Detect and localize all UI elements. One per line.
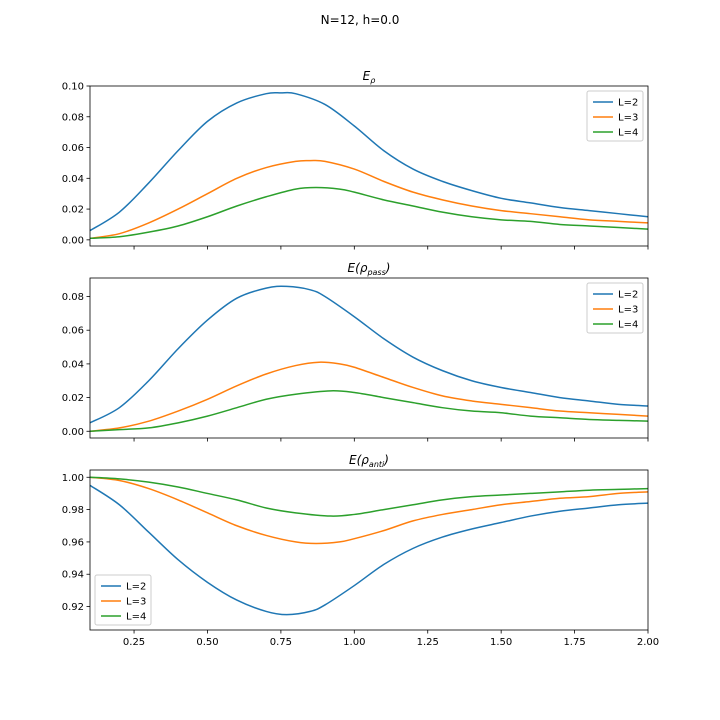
legend-label-L2: L=2 [618, 290, 638, 301]
y-tick-label: 0.00 [62, 427, 84, 438]
chart-panel-1: 0.00 0.02 0.04 0.06 0.08 0.10 Eρ L=2 L=3 L=4 [62, 69, 649, 250]
chart-panel-2: 0.00 0.02 0.04 0.06 0.08 E(ρpass) L=2 L=3 L=4 [62, 261, 649, 442]
chart-panel-3: 0.25 0.50 0.75 1.00 1.25 1.50 1.75 2.00 0.92 0.94… [62, 453, 659, 648]
axes-frame-panel-2 [89, 277, 649, 439]
y-tick-label: 0.08 [62, 112, 84, 123]
panel-title-3: E(ρanti) [349, 453, 389, 469]
y-tick-label: 0.92 [62, 602, 84, 613]
series-line-L3-panel-1 [89, 159, 649, 240]
series-line-L2-panel-1 [89, 91, 649, 232]
legend-label-L4: L=4 [618, 320, 638, 331]
x-tick-label: 0.50 [196, 637, 218, 648]
y-tick-label: 0.10 [62, 82, 84, 93]
axes-frame-panel-1 [89, 85, 649, 247]
legend-box [586, 282, 644, 334]
x-tick-label: 1.25 [417, 637, 439, 648]
x-tick-label: 0.25 [123, 637, 145, 648]
x-tick-label: 1.50 [490, 637, 512, 648]
series-line-L4-panel-2 [89, 390, 649, 433]
legend-label-L3: L=3 [618, 113, 638, 124]
x-tick-label: 2.00 [637, 637, 659, 648]
y-tick-label: 0.04 [62, 174, 84, 185]
legend-label-L3: L=3 [126, 597, 146, 608]
y-tick-label: 0.08 [62, 292, 84, 303]
legend-panel-1: L=2 L=3 L=4 [586, 90, 644, 142]
legend-panel-3: L=2 L=3 L=4 [94, 574, 152, 626]
y-tick-label: 0.96 [62, 537, 84, 548]
y-tick-label: 1.00 [62, 473, 84, 484]
legend-label-L4: L=4 [618, 128, 638, 139]
series-line-L3-panel-3 [89, 476, 649, 545]
axes-frame-panel-3 [89, 469, 649, 631]
y-tick-label: 0.02 [62, 205, 84, 216]
series-line-L2-panel-2 [89, 285, 649, 424]
y-tick-label: 0.00 [62, 235, 84, 246]
legend-label-L2: L=2 [126, 582, 146, 593]
y-tick-label: 0.98 [62, 505, 84, 516]
panel-title-2: E(ρpass) [348, 261, 391, 277]
series-line-L3-panel-2 [89, 361, 649, 433]
y-tick-label: 0.06 [62, 143, 84, 154]
y-tick-label: 0.94 [62, 570, 84, 581]
panel-title-1: Eρ [363, 69, 376, 85]
y-tick-label: 0.06 [62, 326, 84, 337]
x-tick-label: 1.00 [343, 637, 365, 648]
series-line-L4-panel-3 [89, 476, 649, 517]
y-tick-label: 0.02 [62, 393, 84, 404]
x-tick-label: 0.75 [270, 637, 292, 648]
legend-box [94, 574, 152, 626]
series-line-L2-panel-3 [89, 484, 649, 616]
legend-label-L4: L=4 [126, 612, 146, 623]
legend-panel-2: L=2 L=3 L=4 [586, 282, 644, 334]
y-tick-label: 0.04 [62, 359, 84, 370]
series-line-L4-panel-1 [89, 186, 649, 240]
legend-label-L3: L=3 [618, 305, 638, 316]
figure-suptitle: N=12, h=0.0 [321, 13, 400, 27]
x-tick-label: 1.75 [563, 637, 585, 648]
legend-label-L2: L=2 [618, 98, 638, 109]
legend-box [586, 90, 644, 142]
